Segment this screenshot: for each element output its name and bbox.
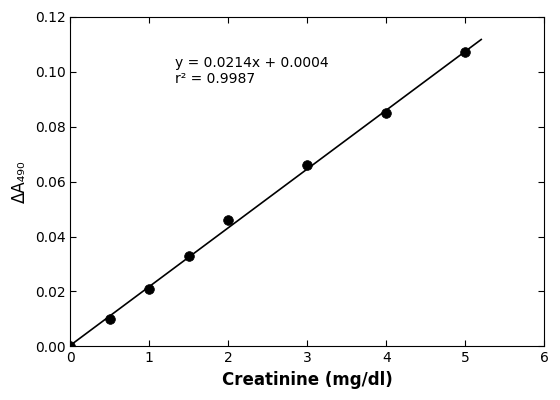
- Text: y = 0.0214x + 0.0004
r² = 0.9987: y = 0.0214x + 0.0004 r² = 0.9987: [175, 56, 328, 86]
- X-axis label: Creatinine (mg/dl): Creatinine (mg/dl): [222, 371, 393, 389]
- Point: [145, 286, 154, 292]
- Point: [382, 110, 391, 116]
- Y-axis label: ΔA₄₉₀: ΔA₄₉₀: [11, 160, 29, 203]
- Point: [461, 49, 470, 56]
- Point: [303, 162, 312, 168]
- Point: [224, 217, 233, 223]
- Point: [66, 343, 74, 350]
- Point: [105, 316, 114, 322]
- Point: [184, 252, 193, 259]
